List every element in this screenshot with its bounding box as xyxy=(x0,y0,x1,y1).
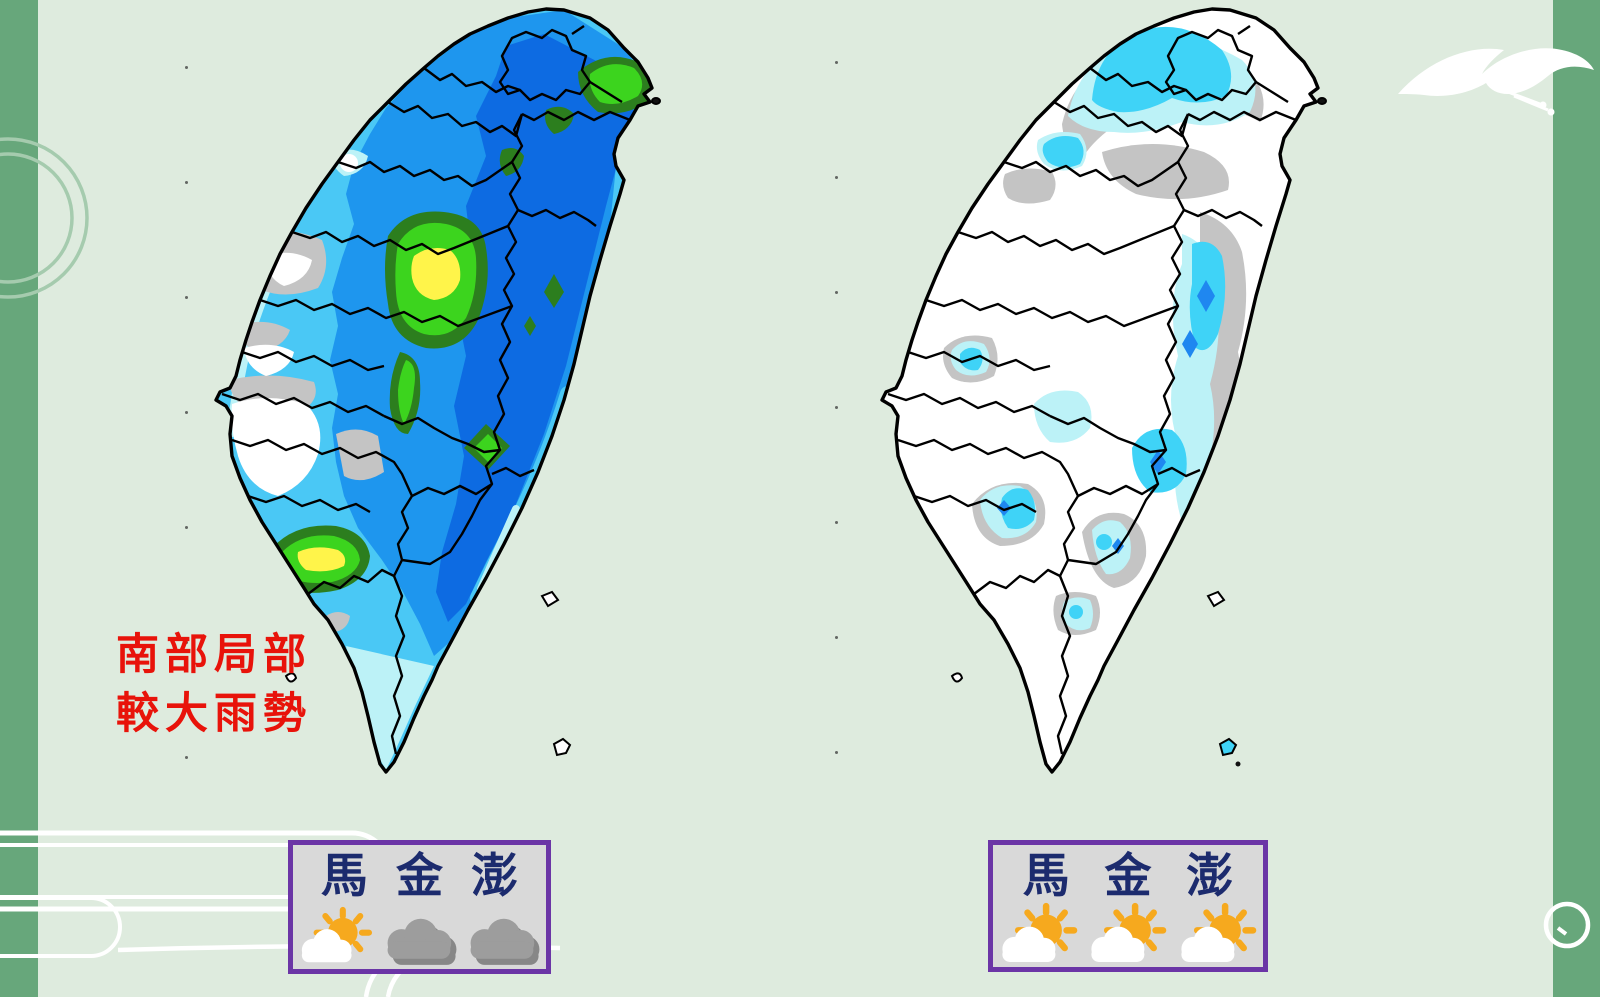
offshore-islands xyxy=(950,97,1327,767)
latitude-tick-dot xyxy=(185,756,188,759)
offshore-islands xyxy=(284,97,661,757)
latitude-tick-dot xyxy=(835,751,838,754)
latitude-tick-dot xyxy=(185,641,188,644)
cloudy-icon xyxy=(470,918,540,965)
annotation-line-2: 較大雨勢 xyxy=(116,689,312,740)
latitude-tick-dot xyxy=(185,526,188,529)
partly-sunny-icon xyxy=(301,906,373,963)
partly-sunny-icon xyxy=(1181,902,1256,962)
island-weather-icons xyxy=(293,903,546,969)
rain-intensity-layers xyxy=(882,9,1318,772)
latitude-tick-dot xyxy=(835,521,838,524)
latitude-tick-dot xyxy=(185,411,188,414)
partly-sunny-icon xyxy=(1091,902,1167,962)
island-label-kinmen: 金 xyxy=(1104,849,1152,904)
left-green-frame xyxy=(0,0,38,997)
island-label-kinmen: 金 xyxy=(395,849,443,904)
latitude-tick-dot xyxy=(835,636,838,639)
county-borders xyxy=(887,25,1297,755)
island-label-matsu: 馬 xyxy=(1022,849,1070,904)
island-label-penghu: 澎 xyxy=(1186,849,1234,904)
islands-forecast-box-left: 馬 金 澎 xyxy=(288,840,551,974)
latitude-tick-dot xyxy=(185,296,188,299)
islands-forecast-box-right: 馬 金 澎 xyxy=(988,840,1268,972)
taiwan-coastline xyxy=(214,7,654,774)
cloudy-icon xyxy=(387,918,457,965)
latitude-tick-dot xyxy=(835,406,838,409)
island-weather-icons xyxy=(993,901,1263,967)
latitude-tick-dot xyxy=(185,181,188,184)
taiwan-rain-map-light xyxy=(880,7,1327,774)
island-labels: 馬 金 澎 xyxy=(1023,853,1234,900)
taiwan-coastline xyxy=(880,7,1320,774)
partly-sunny-icon xyxy=(1002,902,1078,962)
annotation-heavy-rain-south: 南部局部 較大雨勢 xyxy=(116,626,312,745)
right-green-frame xyxy=(1553,0,1600,997)
latitude-tick-dot xyxy=(835,176,838,179)
island-labels: 馬 金 澎 xyxy=(321,853,518,900)
island-label-matsu: 馬 xyxy=(320,849,368,904)
island-label-penghu: 澎 xyxy=(471,849,519,904)
county-borders xyxy=(221,25,631,755)
latitude-tick-dot xyxy=(835,291,838,294)
annotation-line-1: 南部局部 xyxy=(116,630,312,680)
latitude-tick-dot xyxy=(185,66,188,69)
latitude-tick-dot xyxy=(835,61,838,64)
taiwan-rain-map-heavy xyxy=(214,7,661,774)
